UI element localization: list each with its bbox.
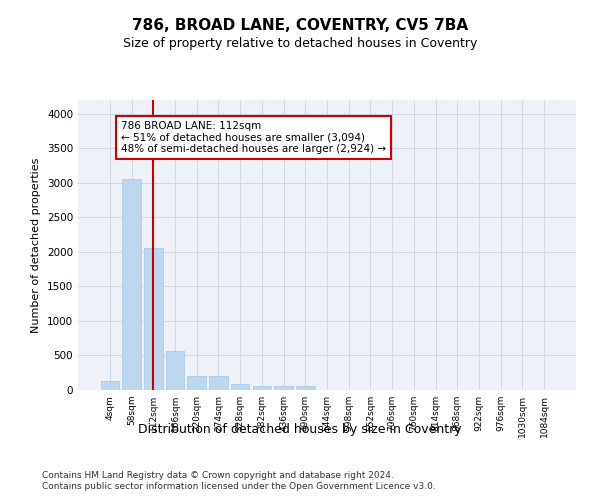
Bar — [166, 351, 184, 390]
Bar — [209, 376, 227, 390]
Bar — [253, 386, 271, 390]
Bar — [231, 384, 250, 390]
Text: Contains public sector information licensed under the Open Government Licence v3: Contains public sector information licen… — [42, 482, 436, 491]
Bar — [274, 386, 293, 390]
Text: Size of property relative to detached houses in Coventry: Size of property relative to detached ho… — [123, 38, 477, 51]
Bar — [187, 376, 206, 390]
Bar — [296, 386, 314, 390]
Text: Contains HM Land Registry data © Crown copyright and database right 2024.: Contains HM Land Registry data © Crown c… — [42, 470, 394, 480]
Text: 786 BROAD LANE: 112sqm
← 51% of detached houses are smaller (3,094)
48% of semi-: 786 BROAD LANE: 112sqm ← 51% of detached… — [121, 120, 386, 154]
Text: Distribution of detached houses by size in Coventry: Distribution of detached houses by size … — [138, 422, 462, 436]
Bar — [144, 248, 163, 390]
Bar — [101, 381, 119, 390]
Text: 786, BROAD LANE, COVENTRY, CV5 7BA: 786, BROAD LANE, COVENTRY, CV5 7BA — [132, 18, 468, 32]
Y-axis label: Number of detached properties: Number of detached properties — [31, 158, 41, 332]
Bar — [122, 178, 141, 390]
